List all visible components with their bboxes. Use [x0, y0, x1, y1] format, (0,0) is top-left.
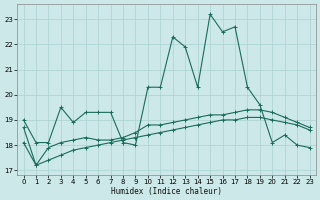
X-axis label: Humidex (Indice chaleur): Humidex (Indice chaleur)	[111, 187, 222, 196]
